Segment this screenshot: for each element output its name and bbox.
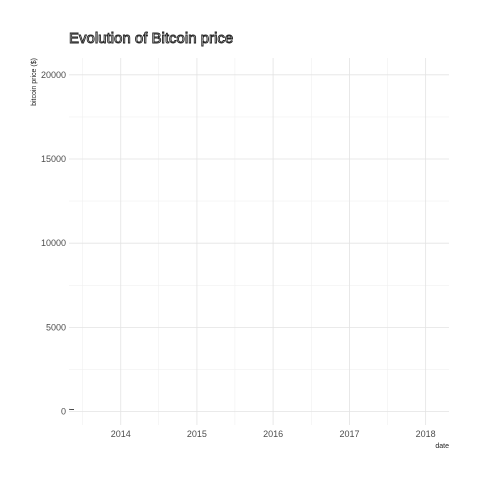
y-tick-label: 0	[61, 407, 66, 417]
y-axis-title: bitcoin price ($)	[31, 58, 38, 106]
y-tick-label: 20000	[41, 70, 66, 80]
x-axis-title: date	[435, 443, 449, 450]
minor-gridlines	[69, 58, 449, 425]
major-gridlines	[69, 58, 449, 425]
y-tick-label: 15000	[41, 154, 66, 164]
x-tick-label: 2018	[416, 429, 436, 439]
y-axis-ticks: 0 5000 10000 15000 20000	[41, 70, 66, 417]
y-tick-label: 10000	[41, 238, 66, 248]
x-tick-label: 2014	[111, 429, 131, 439]
chart-title: Evolution of Bitcoin price	[69, 30, 233, 47]
y-tick-label: 5000	[46, 322, 66, 332]
x-tick-label: 2015	[187, 429, 207, 439]
x-axis-ticks: 2014 2015 2016 2017 2018	[111, 429, 436, 439]
x-tick-label: 2016	[263, 429, 283, 439]
x-tick-label: 2017	[339, 429, 359, 439]
